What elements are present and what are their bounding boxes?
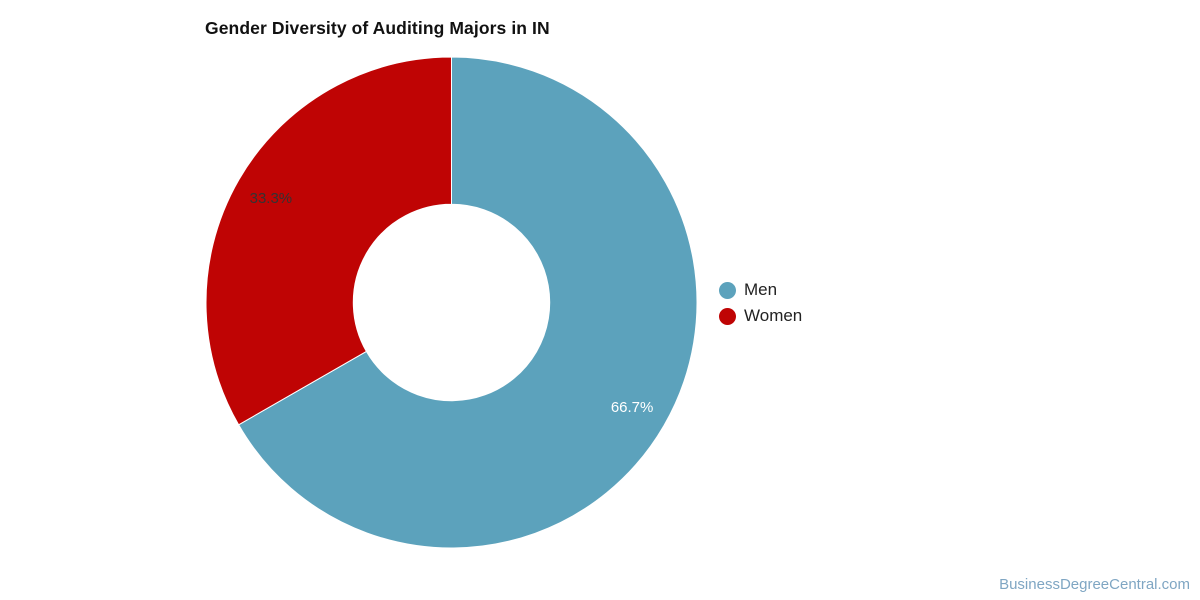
legend-item-women[interactable]: Women bbox=[719, 303, 802, 329]
watermark-link[interactable]: BusinessDegreeCentral.com bbox=[999, 576, 1190, 593]
legend-item-men[interactable]: Men bbox=[719, 277, 802, 303]
slice-percent-label-women: 33.3% bbox=[250, 190, 293, 207]
legend-label-women: Women bbox=[744, 306, 803, 325]
legend-label-men: Men bbox=[744, 280, 778, 299]
legend-swatch-men-icon bbox=[719, 281, 736, 299]
slice-percent-label-men: 66.7% bbox=[611, 399, 654, 416]
pie-slice-women[interactable] bbox=[205, 56, 452, 426]
legend-swatch-women-icon bbox=[719, 307, 736, 325]
pie-slice-men[interactable] bbox=[237, 56, 698, 549]
chart-title: Gender Diversity of Auditing Majors in I… bbox=[205, 18, 550, 38]
legend: Men Women bbox=[719, 277, 802, 329]
